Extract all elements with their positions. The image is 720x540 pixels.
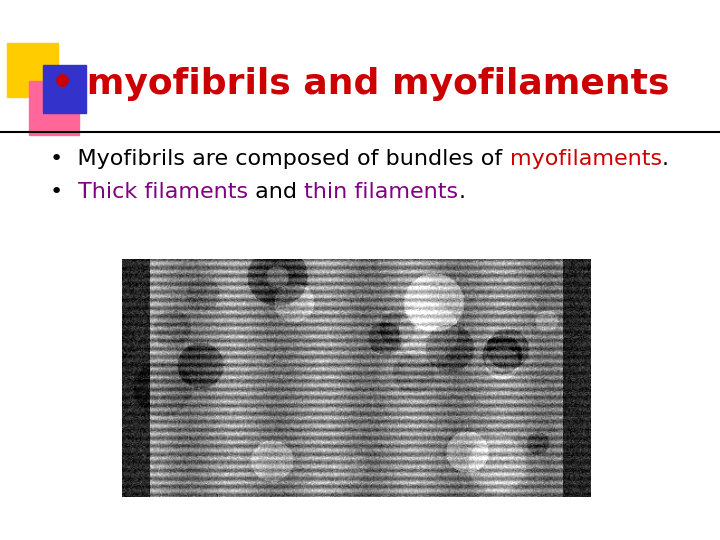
Text: • myofibrils and myofilaments: • myofibrils and myofilaments xyxy=(50,67,670,100)
Text: Thick filaments: Thick filaments xyxy=(78,181,248,202)
Text: and: and xyxy=(248,181,304,202)
Text: thin filaments: thin filaments xyxy=(304,181,458,202)
Text: .: . xyxy=(662,149,669,170)
Text: .: . xyxy=(458,181,465,202)
Text: •: • xyxy=(50,181,78,202)
Text: •  Myofibrils are composed of bundles of: • Myofibrils are composed of bundles of xyxy=(50,149,510,170)
Text: myofilaments: myofilaments xyxy=(510,149,662,170)
